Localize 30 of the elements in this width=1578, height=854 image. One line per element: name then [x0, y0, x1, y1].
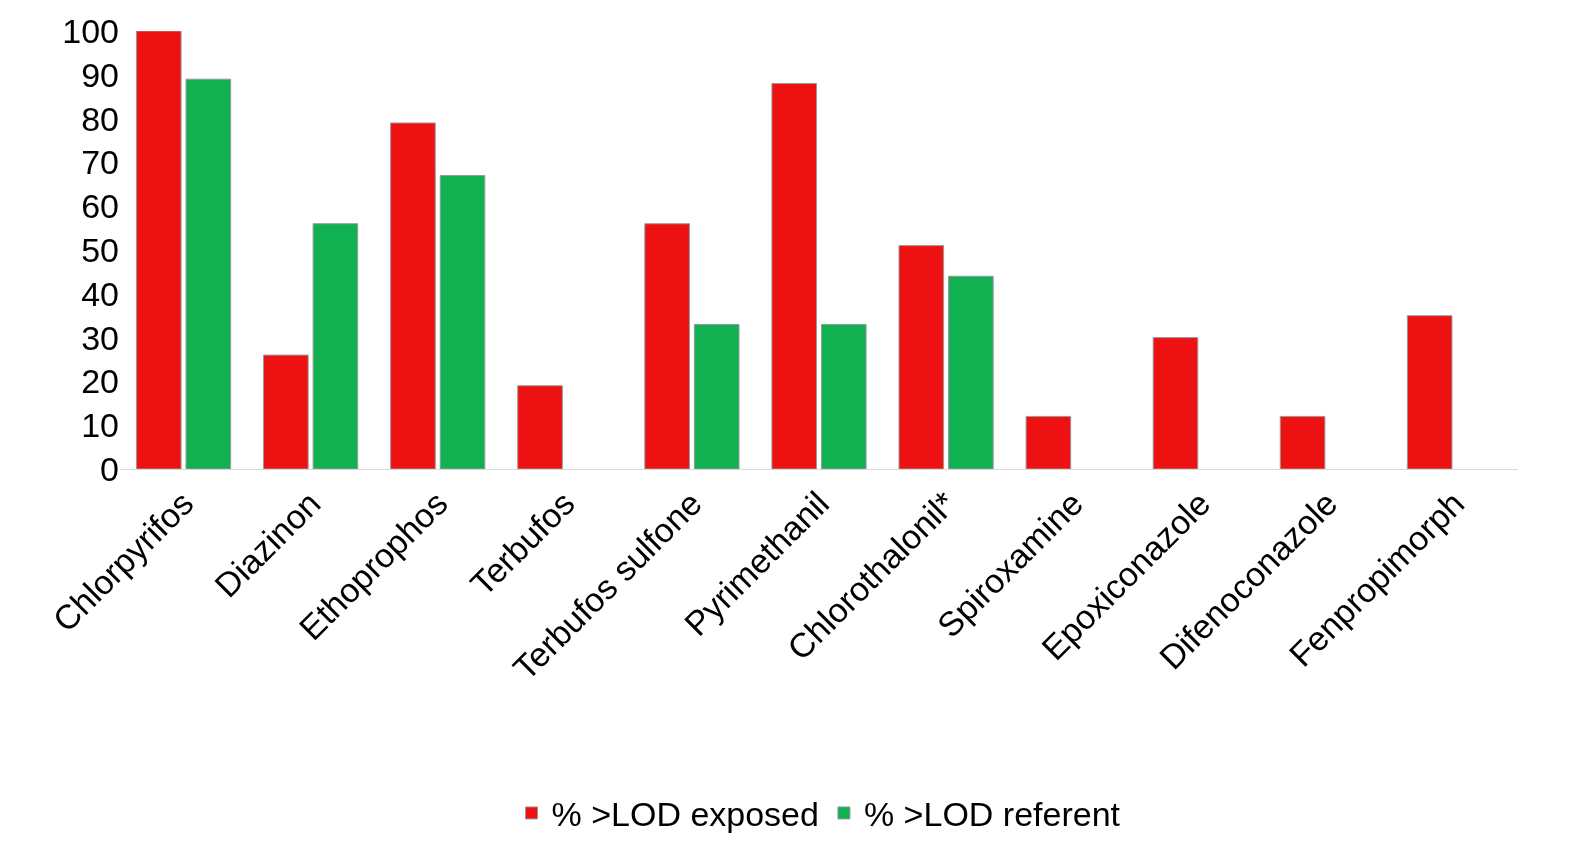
y-tick-label: 80: [81, 99, 119, 138]
legend-label: % >LOD referent: [863, 795, 1121, 834]
y-tick-label: 10: [81, 406, 119, 445]
bar: [135, 31, 182, 469]
bar: [1406, 315, 1453, 469]
y-tick-label: 40: [81, 274, 119, 313]
bar: [644, 223, 690, 469]
legend-label: % >LOD exposed: [551, 795, 819, 834]
bar: [948, 275, 994, 469]
bar: [1279, 415, 1326, 469]
bar: [185, 78, 232, 469]
y-tick-label: 50: [81, 230, 119, 269]
bar: [390, 122, 436, 469]
y-tick-label: 70: [81, 143, 119, 182]
bar: [898, 245, 945, 469]
bar: [1025, 415, 1072, 469]
bar: [820, 323, 867, 469]
y-tick-label: 20: [81, 362, 119, 401]
y-tick-label: 90: [81, 55, 119, 94]
y-tick-label: 100: [62, 11, 119, 50]
bar: [693, 323, 740, 469]
y-tick-label: 60: [81, 187, 119, 226]
bar: [1152, 337, 1199, 469]
bar: [312, 223, 359, 469]
bar: [439, 175, 486, 469]
y-tick-label: 30: [81, 318, 119, 357]
bar: [263, 354, 309, 469]
y-tick-label: 0: [100, 449, 119, 488]
bar: [517, 385, 563, 469]
bar: [771, 83, 818, 469]
